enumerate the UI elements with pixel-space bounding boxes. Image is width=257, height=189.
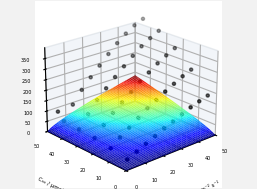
Y-axis label: Cₙₒ / μmol m⁻³: Cₙₒ / μmol m⁻³ (37, 175, 76, 189)
X-axis label: E / μmol m⁻² s⁻¹: E / μmol m⁻² s⁻¹ (177, 180, 221, 189)
